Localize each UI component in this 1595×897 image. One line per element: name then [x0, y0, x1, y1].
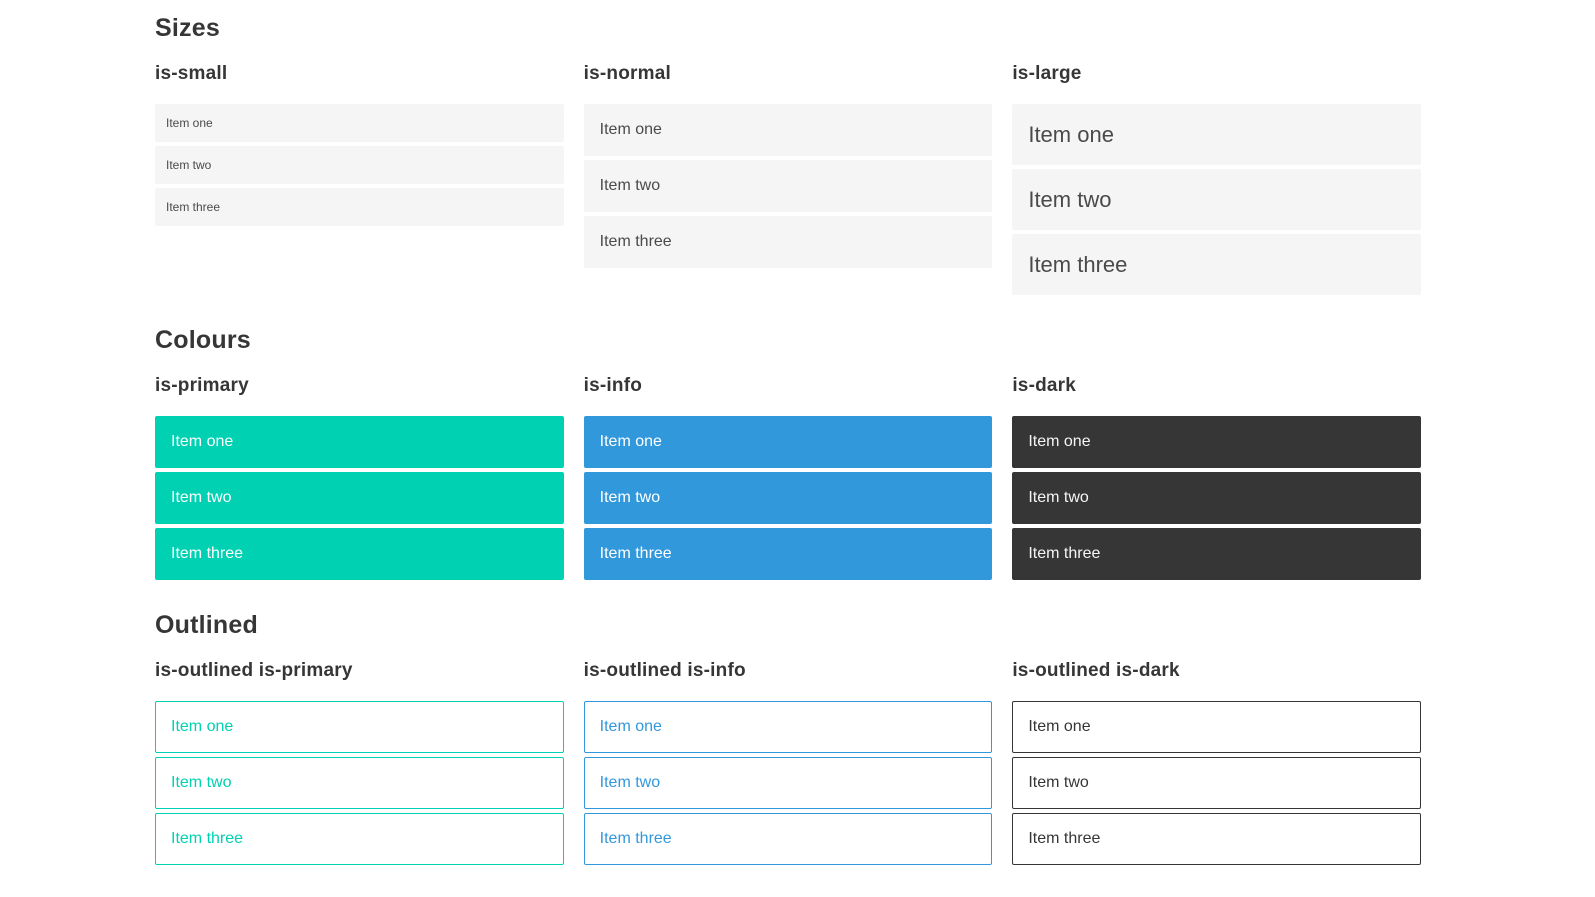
section-sizes: Sizes is-small Item one Item two Item th…	[155, 13, 1421, 295]
list-item: Item two	[1012, 472, 1421, 524]
sizes-columns: is-small Item one Item two Item three is…	[155, 62, 1421, 295]
list-item: Item one	[1012, 701, 1421, 753]
list-item: Item two	[155, 146, 564, 184]
section-title-colours: Colours	[155, 326, 251, 354]
column-is-primary: is-primary Item one Item two Item three	[155, 374, 564, 580]
list-item: Item one	[155, 701, 564, 753]
variant-label-outlined-dark: is-outlined is-dark	[1012, 660, 1180, 681]
column-outlined-primary: is-outlined is-primary Item one Item two…	[155, 659, 564, 865]
section-title-sizes: Sizes	[155, 14, 220, 42]
block-list-large: Item one Item two Item three	[1012, 104, 1421, 295]
section-title-outlined: Outlined	[155, 611, 258, 639]
column-is-dark: is-dark Item one Item two Item three	[1012, 374, 1421, 580]
list-item: Item two	[583, 757, 993, 809]
outlined-columns: is-outlined is-primary Item one Item two…	[155, 659, 1421, 865]
list-item: Item three	[1012, 234, 1421, 295]
block-list-info: Item one Item two Item three	[583, 416, 993, 580]
block-list-normal: Item one Item two Item three	[583, 104, 993, 268]
list-item: Item two	[583, 160, 993, 212]
section-outlined: Outlined is-outlined is-primary Item one…	[155, 610, 1421, 865]
list-item: Item three	[1012, 813, 1421, 865]
list-item: Item three	[1012, 528, 1421, 580]
variant-label-outlined-primary: is-outlined is-primary	[155, 660, 353, 681]
list-item: Item one	[583, 416, 993, 468]
variant-label-is-small: is-small	[155, 63, 228, 84]
list-item: Item three	[155, 188, 564, 226]
block-list-demo-page: Sizes is-small Item one Item two Item th…	[155, 0, 1421, 865]
column-outlined-info: is-outlined is-info Item one Item two It…	[583, 659, 993, 865]
list-item: Item two	[583, 472, 993, 524]
list-item: Item two	[1012, 757, 1421, 809]
variant-label-is-large: is-large	[1012, 63, 1082, 84]
variant-label-is-info: is-info	[583, 375, 643, 396]
list-item: Item two	[1012, 169, 1421, 230]
variant-label-is-primary: is-primary	[155, 375, 249, 396]
column-is-small: is-small Item one Item two Item three	[155, 62, 564, 295]
list-item: Item one	[583, 104, 993, 156]
list-item: Item one	[1012, 104, 1421, 165]
column-is-normal: is-normal Item one Item two Item three	[583, 62, 993, 295]
list-item: Item one	[583, 701, 993, 753]
list-item: Item two	[155, 472, 564, 524]
list-item: Item three	[155, 813, 564, 865]
list-item: Item one	[1012, 416, 1421, 468]
column-is-large: is-large Item one Item two Item three	[1012, 62, 1421, 295]
block-list-outlined-dark: Item one Item two Item three	[1012, 701, 1421, 865]
list-item: Item one	[155, 104, 564, 142]
list-item: Item two	[155, 757, 564, 809]
variant-label-is-dark: is-dark	[1012, 375, 1077, 396]
column-outlined-dark: is-outlined is-dark Item one Item two It…	[1012, 659, 1421, 865]
list-item: Item three	[155, 528, 564, 580]
block-list-primary: Item one Item two Item three	[155, 416, 564, 580]
list-item: Item one	[155, 416, 564, 468]
list-item: Item three	[583, 813, 993, 865]
list-item: Item three	[583, 528, 993, 580]
colours-columns: is-primary Item one Item two Item three …	[155, 374, 1421, 580]
column-is-info: is-info Item one Item two Item three	[583, 374, 993, 580]
block-list-outlined-primary: Item one Item two Item three	[155, 701, 564, 865]
variant-label-is-normal: is-normal	[583, 63, 671, 84]
block-list-outlined-info: Item one Item two Item three	[583, 701, 993, 865]
list-item: Item three	[583, 216, 993, 268]
block-list-small: Item one Item two Item three	[155, 104, 564, 226]
block-list-dark: Item one Item two Item three	[1012, 416, 1421, 580]
section-colours: Colours is-primary Item one Item two Ite…	[155, 325, 1421, 580]
variant-label-outlined-info: is-outlined is-info	[583, 660, 746, 681]
